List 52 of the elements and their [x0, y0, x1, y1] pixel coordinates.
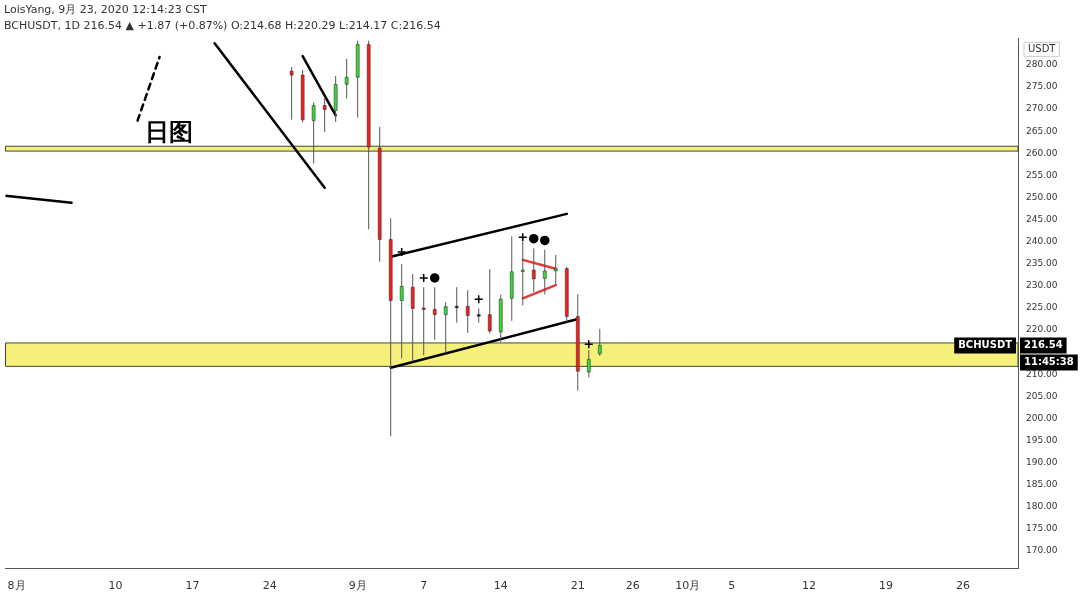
y-tick-label: 240.00: [1026, 236, 1058, 247]
annotation: 日图: [145, 117, 194, 146]
y-tick-label: 200.00: [1026, 412, 1058, 423]
chart-subtitle: BCHUSDT, 1D 216.54 ▲ +1.87 (+0.87%) O:214.68 H:220.29 L:214.17 C:216.54: [4, 18, 441, 32]
x-tick-label: 9月: [348, 579, 367, 593]
x-tick-label: 21: [570, 579, 585, 593]
x-tick-label: 24: [262, 579, 277, 593]
x-tick-label: 12: [801, 579, 816, 593]
annotation: BCHUSDT: [958, 339, 1013, 351]
x-tick-label: 5: [728, 579, 736, 593]
x-tick-label: 26: [625, 579, 640, 593]
text: 11:45:38: [1024, 356, 1074, 368]
y-tick-label: 230.00: [1026, 280, 1058, 291]
candlestick: [586, 349, 591, 378]
y-tick-label: 245.00: [1026, 213, 1058, 224]
y-tick-label: 180.00: [1026, 501, 1058, 512]
point: [418, 273, 429, 283]
point: [473, 294, 484, 304]
y-tick-label: 220.00: [1026, 324, 1058, 335]
y-axis-title: USDT: [1028, 42, 1057, 54]
x-tick-label: 7: [420, 579, 428, 593]
x-tick-label: 10月: [675, 579, 701, 593]
x-tick-label: 14: [493, 579, 508, 593]
y-tick-label: 260.00: [1026, 147, 1058, 158]
point: [529, 233, 539, 244]
text: 216.54: [1024, 339, 1063, 351]
y-tick-label: 275.00: [1026, 81, 1058, 92]
y-tick-label: 255.00: [1026, 169, 1058, 180]
y-tick-label: 195.00: [1026, 434, 1058, 445]
candlestick: [597, 328, 602, 357]
point: [518, 232, 528, 243]
point: [540, 235, 550, 246]
y-tick-label: 280.00: [1026, 59, 1058, 70]
point: [429, 273, 440, 283]
y-tick-label: 235.00: [1026, 258, 1058, 269]
y-tick-label: 250.00: [1026, 191, 1058, 202]
y-tick-label: 175.00: [1026, 523, 1058, 534]
x-tick-label: 26: [955, 579, 970, 593]
y-tick-label: 205.00: [1026, 390, 1058, 401]
y-tick-label: 170.00: [1026, 545, 1058, 556]
y-tick-label: 185.00: [1026, 479, 1058, 490]
y-tick-label: 265.00: [1026, 125, 1058, 136]
x-tick-label: 10: [108, 579, 123, 593]
chart-title: LoisYang, 9月 23, 2020 12:14:23 CST: [4, 3, 207, 17]
y-tick-label: 270.00: [1026, 103, 1058, 114]
y-tick-label: 210.00: [1026, 368, 1058, 379]
y-tick-label: 190.00: [1026, 457, 1058, 468]
x-tick-label: 8月: [7, 579, 26, 593]
x-tick-label: 19: [878, 579, 893, 593]
point: [584, 339, 594, 350]
y-tick-label: 225.00: [1026, 302, 1058, 313]
x-tick-label: 17: [185, 579, 200, 593]
